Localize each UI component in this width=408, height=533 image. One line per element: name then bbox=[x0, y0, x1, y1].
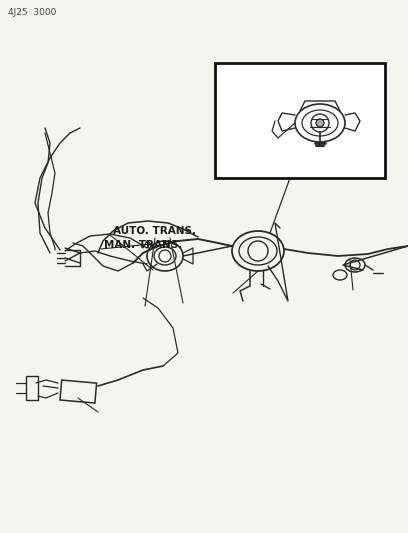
Text: 7: 7 bbox=[351, 74, 359, 86]
Text: 8: 8 bbox=[366, 122, 374, 134]
Circle shape bbox=[316, 119, 324, 127]
Text: MAN. TRANS.: MAN. TRANS. bbox=[104, 240, 182, 250]
Text: 4J25  3000: 4J25 3000 bbox=[8, 8, 56, 17]
Text: AUTO. TRANS.: AUTO. TRANS. bbox=[113, 226, 196, 236]
Text: 6: 6 bbox=[243, 94, 251, 108]
Text: 5: 5 bbox=[233, 122, 241, 134]
Bar bbox=[60, 380, 97, 403]
Bar bbox=[215, 63, 385, 178]
